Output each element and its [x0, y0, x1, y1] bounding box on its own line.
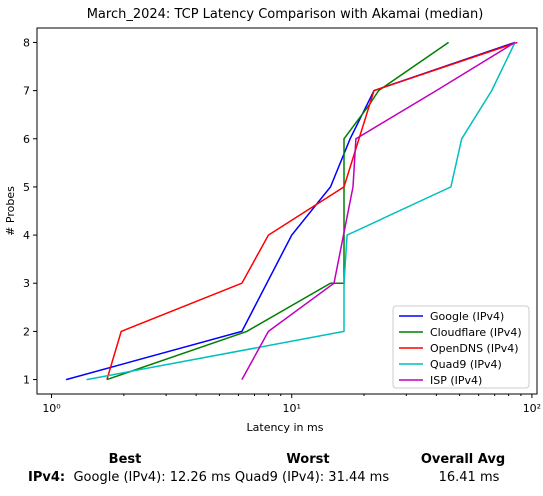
x-axis-label: Latency in ms	[247, 421, 324, 434]
summary-worst-value: Quad9 (IPv4): 31.44 ms	[234, 470, 390, 485]
x-axis-ticks: 10⁰ 10¹ 10²	[42, 394, 541, 415]
legend: Google (IPv4) Cloudflare (IPv4) OpenDNS (I…	[392, 305, 530, 389]
y-tick-label: 6	[23, 133, 30, 146]
y-tick-label: 4	[23, 229, 30, 242]
legend-label: Google (IPv4)	[430, 310, 504, 323]
legend-label: OpenDNS (IPv4)	[430, 342, 519, 355]
y-tick-label: 8	[23, 36, 30, 49]
series-line-2	[106, 41, 518, 380]
legend-box	[392, 305, 530, 389]
legend-label: Cloudflare (IPv4)	[430, 326, 522, 339]
summary-best-value: Google (IPv4): 12.26 ms	[73, 470, 231, 485]
series-line-1	[106, 41, 450, 381]
y-axis-label: # Probes	[4, 186, 17, 236]
summary-protocol: IPv4:	[28, 470, 66, 485]
legend-label: ISP (IPv4)	[430, 374, 482, 387]
y-tick-label: 1	[23, 374, 30, 387]
y-tick-label: 2	[23, 325, 30, 338]
chart-title: March_2024: TCP Latency Comparison with …	[87, 7, 484, 22]
summary-best-header: Best	[108, 452, 142, 467]
series-line-3	[86, 42, 516, 381]
x-tick-label: 10⁰	[42, 402, 61, 415]
x-tick-label: 10²	[523, 402, 541, 415]
y-tick-label: 7	[23, 85, 30, 98]
summary-avg-header: Overall Avg	[420, 452, 506, 467]
legend-label: Quad9 (IPv4)	[430, 358, 502, 371]
y-tick-label: 3	[23, 277, 30, 290]
series-lines	[65, 41, 518, 381]
x-tick-label: 10¹	[283, 402, 301, 415]
legend-items: Google (IPv4) Cloudflare (IPv4) OpenDNS (I…	[399, 310, 522, 387]
y-axis-ticks: 1 2 3 4 5 6 7 8	[23, 36, 37, 387]
chart: March_2024: TCP Latency Comparison with …	[4, 7, 541, 434]
series-line-4	[241, 41, 516, 380]
y-tick-label: 5	[23, 181, 30, 194]
summary-avg-value: 16.41 ms	[438, 470, 500, 485]
plot-frame	[36, 27, 538, 395]
summary-worst-header: Worst	[286, 452, 330, 467]
